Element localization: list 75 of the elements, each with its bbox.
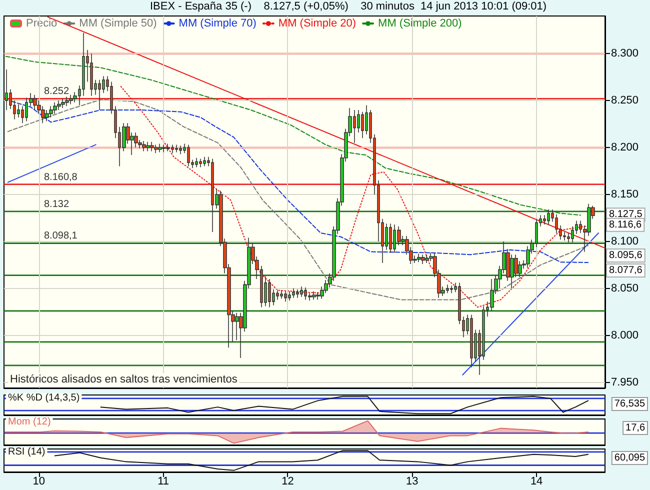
- candlestick: [421, 254, 425, 264]
- y-tick-label: 8.250: [611, 94, 639, 107]
- y-tick-label: 8.200: [611, 142, 639, 154]
- text: 17,6: [626, 422, 646, 434]
- candlestick: [98, 79, 101, 110]
- line-series: [7, 99, 589, 300]
- candlestick: [162, 144, 166, 153]
- legend-label: MM (Simple 50): [79, 18, 157, 30]
- text: 60,095: [614, 452, 646, 464]
- candlestick: [296, 288, 299, 298]
- candlestick: [470, 314, 473, 368]
- chart-title: RSI (14): [8, 446, 46, 458]
- candlestick: [154, 144, 158, 154]
- candlestick: [150, 141, 154, 152]
- chart-title: IBEX - España 35 (-) 8.127,5 (+0,05%) 30 minutos 14 jun 2013 10:01 (09:01): [150, 0, 547, 12]
- candlestick: [158, 143, 162, 153]
- y-tick-label: 8.100: [611, 235, 639, 248]
- candlestick: [425, 254, 429, 264]
- x-tick-label: 14: [530, 476, 543, 488]
- candlestick: [284, 290, 287, 302]
- candlestick: [146, 141, 150, 152]
- line-series: [5, 56, 581, 216]
- legend-label: MM (Simple 20): [278, 18, 356, 30]
- candlestick: [292, 288, 295, 298]
- candlestick: [389, 223, 392, 254]
- candlestick: [53, 102, 57, 114]
- candlestick: [203, 156, 206, 167]
- ref-line-label: 8.252: [44, 86, 70, 98]
- candlestick: [547, 209, 550, 225]
- candlestick: [195, 157, 198, 168]
- ref-line-label: 8.132: [44, 198, 70, 210]
- candlestick: [187, 144, 190, 167]
- text: 8.095,6: [609, 250, 643, 261]
- annotation: Históricos alisados en saltos tras vencimientos: [10, 374, 238, 386]
- legend-label: MM (Simple 70): [178, 18, 256, 30]
- candlestick: [450, 285, 453, 294]
- legend-label: Precio: [26, 18, 58, 30]
- candlestick: [5, 69, 8, 110]
- candlestick: [33, 94, 37, 110]
- candlestick: [45, 110, 49, 122]
- candlestick: [312, 290, 316, 300]
- candlestick: [142, 140, 146, 152]
- ref-line-label: 8.098,1: [44, 230, 78, 242]
- candlestick: [69, 94, 73, 105]
- candlestick: [199, 158, 202, 168]
- candlestick: [268, 278, 271, 308]
- chart-title: Mom (12): [8, 416, 51, 428]
- annotation: 8.116,6: [609, 219, 642, 230]
- x-tick-label: 13: [406, 476, 418, 488]
- candlestick: [61, 98, 65, 108]
- x-tick-label: 12: [282, 476, 294, 488]
- candlestick: [166, 143, 170, 152]
- candlestick: [65, 96, 69, 107]
- y-tick-label: 8.150: [611, 188, 639, 200]
- x-tick-label: 10: [32, 476, 45, 488]
- candlestick: [300, 286, 303, 298]
- candlestick: [175, 144, 178, 153]
- ref-line-label: 8.160,8: [44, 172, 78, 183]
- candlestick: [280, 290, 283, 300]
- x-tick-label: 11: [158, 476, 169, 488]
- text: 8.077,6: [609, 264, 643, 276]
- y-tick-label: 8.050: [611, 282, 639, 294]
- candlestick: [179, 145, 182, 154]
- chart-title: %K %D (14,3,5): [8, 392, 80, 404]
- candlestick: [288, 290, 291, 302]
- candlestick: [57, 100, 61, 110]
- legend-label: MM (Simple 200): [378, 18, 462, 30]
- candlestick: [90, 53, 93, 96]
- candlestick: [417, 253, 421, 263]
- candlestick: [49, 106, 53, 118]
- text: 76,535: [614, 398, 646, 410]
- y-tick-label: 8.300: [611, 48, 639, 60]
- y-tick-label: 8.000: [611, 329, 639, 342]
- y-tick-label: 7.950: [611, 376, 639, 388]
- annotation: 8.127,5: [609, 209, 643, 220]
